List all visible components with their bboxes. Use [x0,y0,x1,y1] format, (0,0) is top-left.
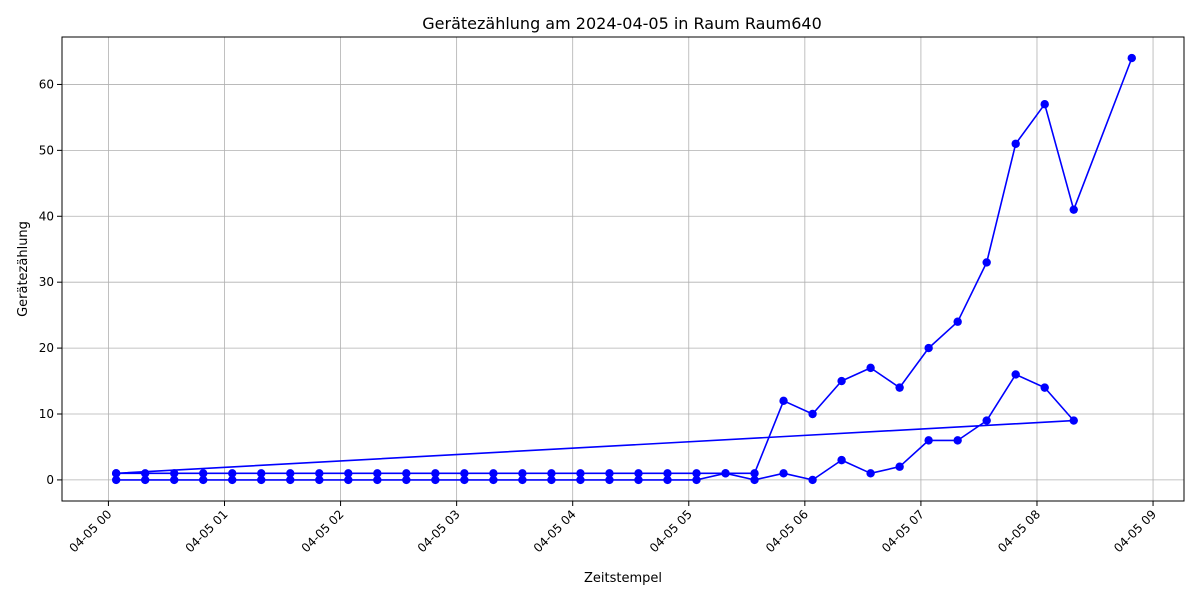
x-tick-label: 04-05 08 [995,507,1043,555]
data-point [779,469,788,478]
x-tick-label: 04-05 04 [531,507,579,555]
y-tick-label: 60 [39,77,54,91]
x-tick-label: 04-05 02 [299,507,347,555]
data-point [1069,205,1078,214]
data-point [286,475,295,485]
y-tick-label: 50 [39,143,54,157]
data-point [373,475,382,485]
x-tick-label: 04-05 01 [183,507,231,555]
data-point [721,469,730,478]
data-point [663,469,672,478]
x-tick-label: 04-05 05 [647,507,695,555]
data-point [315,475,324,485]
data-point [837,455,846,465]
data-point [402,469,411,478]
data-point [489,475,498,485]
data-point [982,258,991,267]
data-point [460,469,469,478]
data-point [895,462,904,471]
data-point [866,363,875,373]
data-point [663,475,672,485]
data-point [431,475,440,485]
series-line [116,373,1075,481]
data-point [111,475,121,485]
x-tick-label: 04-05 07 [879,507,927,555]
data-point [257,475,266,485]
chart-title: Gerätezählung am 2024-04-05 in Raum Raum… [422,14,822,33]
data-point [576,469,585,478]
data-point [1069,416,1078,425]
data-point [982,416,991,425]
data-point [315,469,324,478]
axes-frame [61,36,1185,502]
data-point [199,475,208,485]
data-point [547,469,556,478]
data-point [547,475,556,485]
plot-area [111,53,1136,485]
data-point [518,475,527,485]
data-point [402,475,411,485]
data-point [1040,100,1049,109]
data-point [634,475,643,485]
data-point [953,436,962,445]
data-point [1040,383,1049,392]
x-axis-label: Zeitstempel [584,571,662,586]
data-point [1011,370,1020,379]
data-point [953,317,962,326]
y-tick-label: 30 [39,275,54,289]
data-point [111,469,121,478]
data-point [170,475,179,485]
data-point [605,469,614,478]
data-point [576,475,585,485]
x-tick-label: 04-05 03 [415,507,463,555]
y-axis-label: Gerätezählung [16,221,31,317]
data-point [228,469,237,478]
data-point [605,475,614,485]
data-point [1011,139,1020,148]
y-tick-label: 40 [39,209,54,223]
data-point [779,396,788,406]
data-point [750,475,759,485]
data-point [257,469,266,478]
y-axis: 0 10 20 30 40 50 60 [39,77,62,487]
data-point [750,469,759,478]
data-point [228,475,237,485]
x-tick-label: 04-05 00 [66,507,114,555]
data-point [140,475,150,485]
data-point [344,475,353,485]
data-point [344,469,353,478]
data-point [895,383,904,392]
data-point [373,469,382,478]
data-point [692,475,701,485]
data-point [199,469,208,478]
data-point [808,409,817,419]
data-point [924,436,933,445]
data-point [634,469,643,478]
data-point [866,469,875,478]
x-axis: 04-05 00 04-05 01 04-05 02 04-05 03 04-05 04… [66,501,1159,555]
data-point [924,343,933,353]
y-tick-label: 10 [39,407,54,421]
grid [62,37,1184,501]
data-point [1127,53,1136,63]
data-point [489,469,498,478]
x-tick-label: 04-05 06 [763,507,811,555]
data-point [286,469,295,478]
data-point [431,469,440,478]
data-point [460,475,469,485]
data-point [692,469,701,478]
data-point [837,376,846,386]
series-line [116,57,1133,475]
data-point [808,475,817,485]
x-tick-label: 04-05 09 [1111,507,1159,555]
y-tick-label: 0 [46,473,54,487]
y-tick-label: 20 [39,341,54,355]
data-point [170,469,179,478]
data-point [518,469,527,478]
